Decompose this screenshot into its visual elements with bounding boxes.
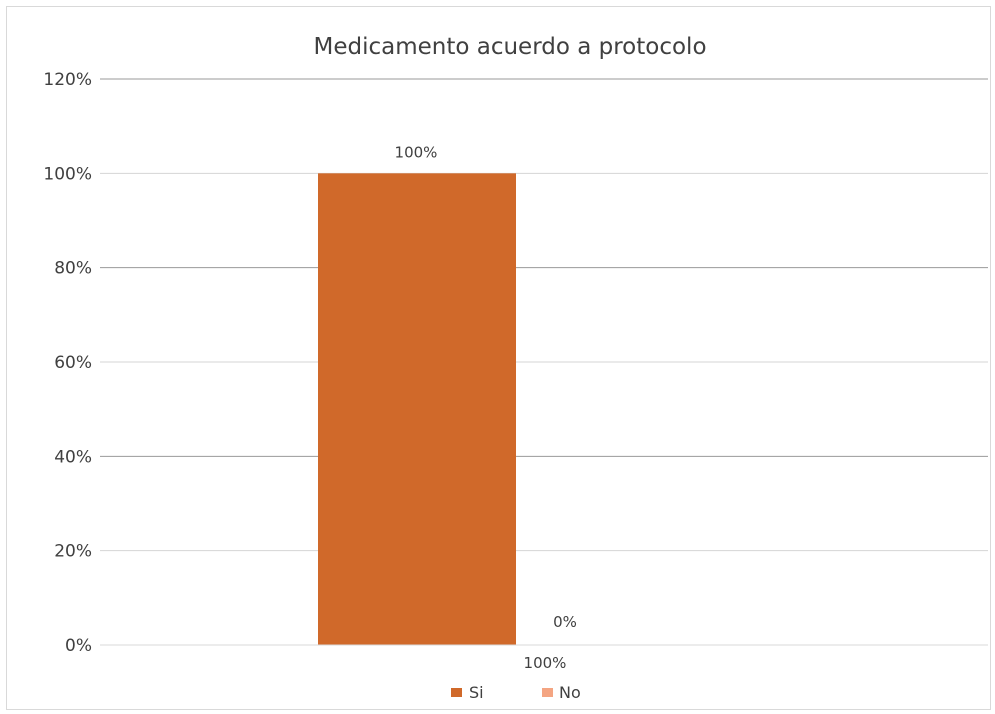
x-category-label: 100% xyxy=(524,654,567,672)
y-tick-label: 60% xyxy=(54,353,92,373)
y-tick-label: 80% xyxy=(54,259,92,279)
bars: 100% 0% xyxy=(318,143,577,646)
y-tick-label: 40% xyxy=(54,447,92,467)
y-axis-ticks: 0% 20% 40% 60% 80% 100% 120% xyxy=(43,70,92,656)
y-tick-label: 20% xyxy=(54,542,92,562)
legend-swatch-si xyxy=(451,688,462,697)
legend-swatch-no xyxy=(542,688,553,697)
legend: Si No xyxy=(451,683,581,702)
gridlines xyxy=(100,78,988,552)
y-tick-label: 0% xyxy=(65,636,92,656)
y-tick-label: 120% xyxy=(43,70,92,90)
bar-si xyxy=(318,173,516,646)
y-tick-label: 100% xyxy=(43,164,92,184)
data-label-no: 0% xyxy=(553,613,577,631)
data-label-si: 100% xyxy=(395,143,438,161)
legend-label-no: No xyxy=(559,683,581,702)
chart-title: Medicamento acuerdo a protocolo xyxy=(313,34,706,60)
legend-label-si: Si xyxy=(469,683,484,702)
